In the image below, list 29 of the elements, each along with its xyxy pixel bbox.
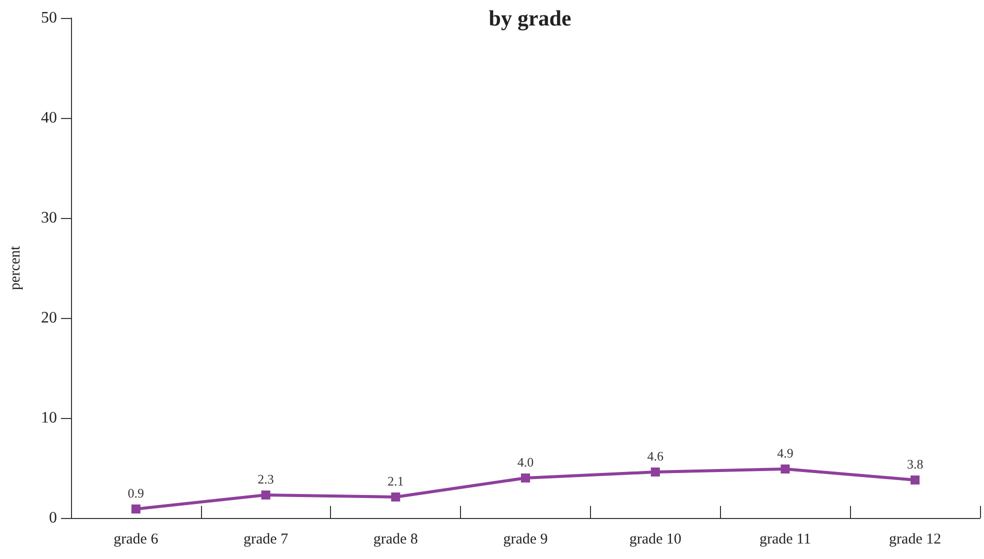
x-tick-label: grade 8 [373, 532, 418, 548]
data-label: 4.0 [517, 454, 534, 470]
y-tick-label: 10 [41, 410, 57, 426]
y-tick-label: 0 [49, 510, 57, 526]
x-tick-label: grade 9 [503, 532, 548, 548]
data-label: 0.9 [128, 486, 144, 500]
point [910, 476, 920, 484]
data-label: 2.1 [388, 474, 404, 488]
x-tick-label: grade 11 [759, 532, 811, 548]
y-axis-title: percent [8, 245, 24, 290]
data-label: 4.6 [647, 448, 664, 464]
point [650, 468, 660, 476]
point [521, 474, 530, 482]
x-tick-label: grade 10 [629, 532, 682, 548]
point [261, 490, 270, 500]
y-tick-label: 50 [41, 10, 57, 26]
point [391, 492, 400, 502]
data-label: 4.9 [777, 446, 794, 460]
x-tick-label: grade 6 [114, 532, 159, 548]
x-tick-label: grade 7 [244, 532, 289, 548]
x-tick-label: grade 12 [889, 532, 942, 548]
chart-title: by grade [488, 6, 572, 30]
y-tick-label: 30 [41, 210, 57, 226]
y-tick-label: 20 [41, 310, 57, 326]
data-label: 2.3 [258, 472, 274, 486]
y-tick-label: 40 [41, 110, 57, 126]
data-label: 3.8 [906, 456, 924, 472]
point [780, 464, 790, 474]
point [131, 504, 140, 514]
